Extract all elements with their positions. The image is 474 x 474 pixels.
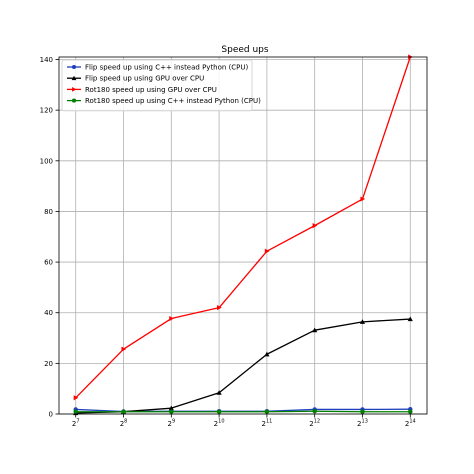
data-point — [312, 223, 318, 229]
y-tick-label: 100 — [40, 157, 53, 165]
series-line — [75, 56, 411, 399]
x-tick-label: 211 — [261, 419, 272, 429]
data-point — [264, 248, 270, 254]
legend-marker — [71, 75, 77, 81]
y-tick-label: 60 — [44, 259, 53, 267]
series-4 — [73, 409, 413, 414]
plot-frame — [58, 56, 428, 415]
data-point — [217, 305, 222, 311]
y-tick-label: 0 — [49, 411, 53, 419]
legend-label: Rot180 speed up using C++ instead Python… — [85, 97, 261, 105]
legend-label: Flip speed up using GPU over CPU — [85, 75, 204, 83]
y-tick-label: 140 — [40, 56, 53, 64]
data-point — [360, 409, 365, 414]
x-tick-label: 28 — [120, 419, 128, 429]
legend-label: Flip speed up using C++ instead Python (… — [85, 64, 249, 72]
data-point — [359, 319, 366, 324]
data-point — [216, 409, 222, 414]
legend-marker — [71, 98, 77, 103]
chart-title: Speed ups — [221, 45, 268, 55]
axes: 27 28 29 210 211 212 213 214 0 20 40 60 80 100 120 140 — [40, 56, 416, 428]
x-tick-label: 210 — [214, 419, 225, 429]
y-tick-label: 80 — [44, 208, 53, 216]
series-layer — [73, 54, 413, 416]
data-point — [73, 409, 78, 414]
data-point — [408, 409, 413, 414]
y-tick-label: 40 — [44, 309, 53, 317]
data-point — [168, 405, 174, 411]
x-tick-label: 213 — [357, 419, 368, 429]
data-point — [312, 409, 317, 414]
x-tick-label: 27 — [72, 419, 80, 429]
x-tick-label: 212 — [309, 419, 320, 429]
x-tick-label: 214 — [405, 419, 416, 429]
data-point — [121, 346, 127, 352]
y-tick-label: 20 — [44, 360, 53, 368]
x-tick-label: 29 — [167, 419, 175, 429]
legend-label: Rot180 speed up using GPU over CPU — [85, 86, 217, 94]
legend-marker — [72, 87, 77, 92]
data-point — [169, 409, 174, 414]
data-point — [73, 395, 79, 401]
series-line — [75, 410, 411, 413]
data-point — [264, 409, 270, 414]
legend: Flip speed up using C++ instead Python (… — [61, 59, 261, 112]
y-tick-label: 120 — [40, 107, 53, 115]
legend-item: Flip speed up using C++ instead Python (… — [67, 64, 249, 72]
legend-item: Flip speed up using GPU over CPU — [67, 75, 204, 83]
data-point — [407, 316, 413, 322]
legend-item: Rot180 speed up using GPU over CPU — [67, 86, 217, 94]
legend-marker — [71, 64, 77, 70]
data-point — [264, 351, 270, 357]
data-point — [121, 409, 126, 414]
data-point — [312, 327, 318, 333]
data-point — [169, 315, 174, 322]
data-point — [216, 390, 222, 395]
legend-box — [61, 59, 253, 112]
data-point — [360, 196, 366, 202]
legend-item: Rot180 speed up using C++ instead Python… — [67, 97, 261, 105]
